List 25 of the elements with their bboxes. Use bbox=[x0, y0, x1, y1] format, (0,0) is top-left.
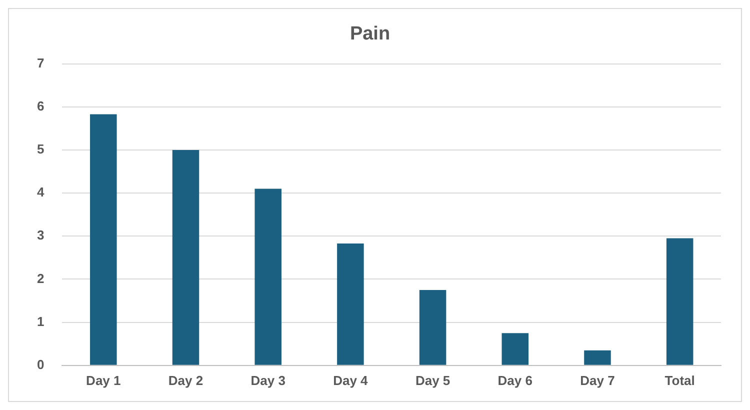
chart-title: Pain bbox=[350, 24, 390, 45]
x-tick-label: Day 4 bbox=[333, 372, 369, 388]
bar bbox=[254, 188, 282, 365]
bar bbox=[666, 238, 694, 365]
y-tick-label: 4 bbox=[36, 184, 45, 200]
y-tick-label: 3 bbox=[36, 228, 44, 243]
y-tick-label: 7 bbox=[36, 55, 44, 70]
y-tick-label: 6 bbox=[36, 98, 44, 114]
bar bbox=[337, 243, 364, 365]
x-tick-label: Day 6 bbox=[498, 372, 532, 388]
x-tick-label: Day 7 bbox=[580, 372, 615, 388]
x-tick-label: Day 5 bbox=[415, 372, 450, 388]
x-tick-label: Total bbox=[664, 372, 695, 388]
y-tick-label: 1 bbox=[36, 314, 44, 329]
bar bbox=[172, 150, 200, 365]
y-tick-label: 2 bbox=[36, 270, 44, 286]
y-tick-label: 0 bbox=[36, 356, 44, 372]
bar bbox=[502, 333, 529, 365]
bar bbox=[90, 114, 117, 365]
x-tick-label: Day 3 bbox=[250, 372, 286, 388]
x-tick-label: Day 1 bbox=[86, 372, 121, 388]
bar bbox=[584, 350, 611, 365]
bar bbox=[419, 290, 446, 365]
y-tick-label: 5 bbox=[36, 142, 44, 157]
x-tick-label: Day 2 bbox=[168, 372, 204, 388]
